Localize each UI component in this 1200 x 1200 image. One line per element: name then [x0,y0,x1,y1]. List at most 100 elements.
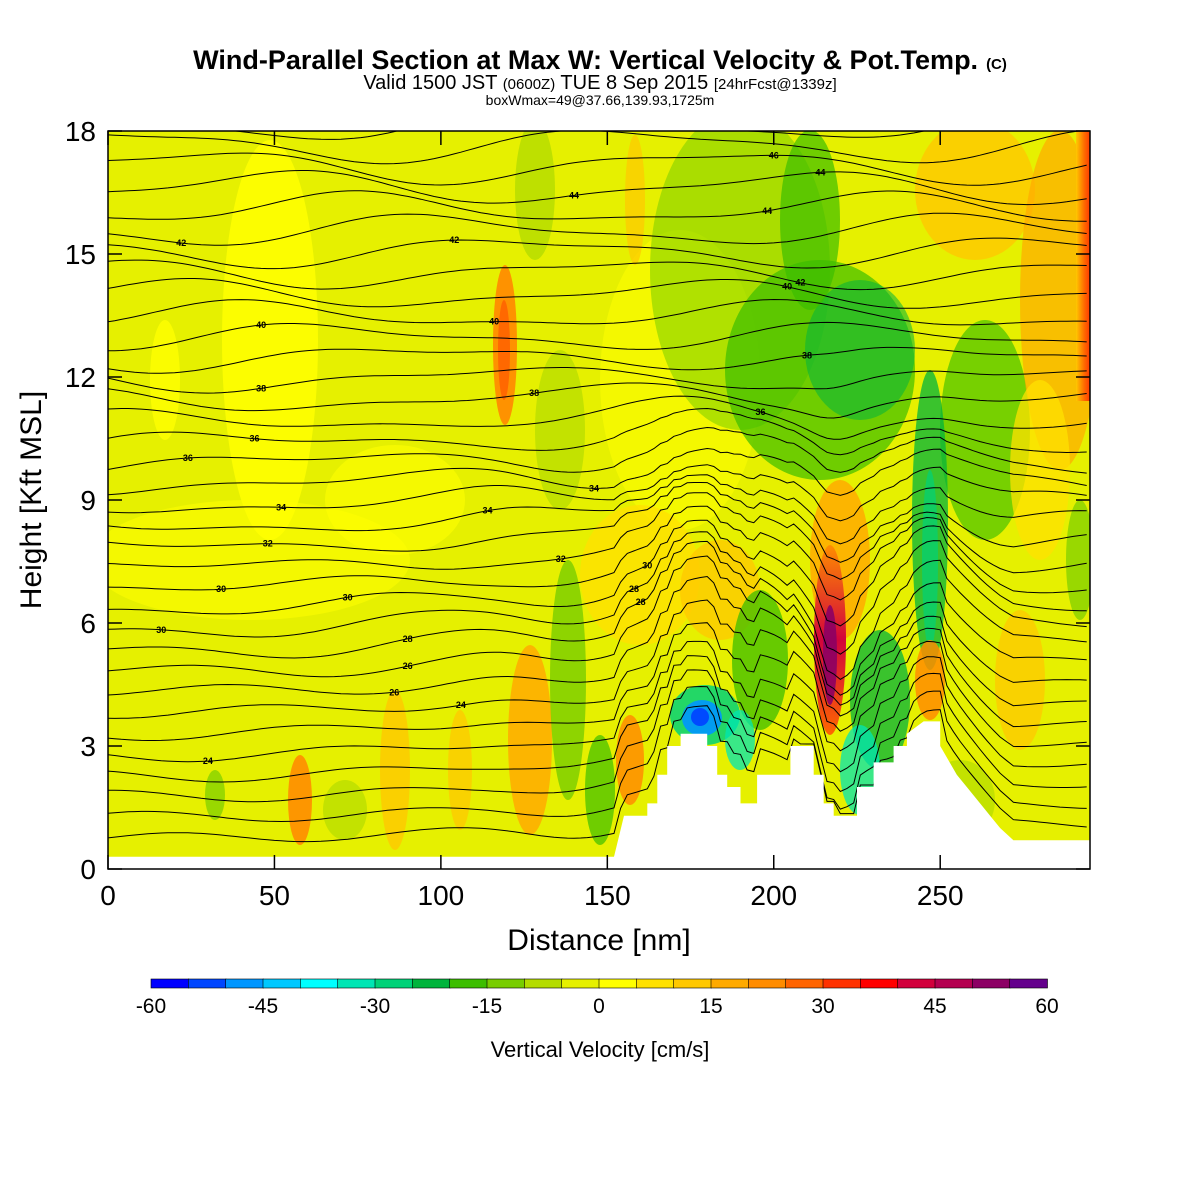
chart-info: boxWmax=49@37.66,139.93,1725m [486,92,715,108]
field-patch [205,770,225,820]
colorbar-tick-label: 0 [593,995,605,1018]
contour-label: 24 [203,756,213,766]
contour-label: 42 [176,238,186,248]
field-patch [585,735,615,845]
colorbar-swatch [860,978,899,989]
theta-contour [108,278,1087,309]
x-tick-label: 50 [259,880,290,911]
colorbar-swatch [225,978,264,989]
theta-contour [108,482,1087,563]
field-patch [323,780,367,840]
chart-subtitle: Valid 1500 JST (0600Z) TUE 8 Sep 2015 [2… [363,72,836,94]
x-tick-label: 150 [584,880,631,911]
colorbar-swatch [710,978,750,989]
field-patch [823,605,837,705]
theta-contour [108,555,1087,696]
theta-contour [108,131,1082,165]
theta-contour [108,519,1087,627]
y-axis-label: Height [Kft MSL] [15,391,48,609]
y-tick-label: 18 [65,116,96,147]
colorbar-swatch [188,978,227,989]
contour-label: 38 [256,383,266,393]
colorbar-swatch [449,978,488,989]
field-patch [732,590,788,730]
theta-contour [108,395,1087,440]
contour-label: 26 [403,661,413,671]
colorbar-swatch [300,978,339,989]
x-tick-label: 250 [917,880,964,911]
theta-contour [108,474,1087,545]
colorbar-tick-label: 30 [811,995,834,1018]
field-patch [498,300,510,400]
contour-label: 44 [569,190,579,200]
theta-contour [108,212,1087,246]
field-patch [325,445,465,555]
contour-label: 36 [249,434,259,444]
field-patch [380,690,410,850]
colorbar-tick-label: 45 [923,995,946,1018]
y-tick-label: 6 [80,608,96,639]
theta-contour [108,298,1087,326]
theta-contour [108,669,1087,803]
contour-label: 40 [489,317,499,327]
theta-contour [108,237,1087,270]
field-patch [805,280,915,420]
theta-contour [108,367,1087,394]
field-patch [448,710,472,830]
contour-label: 44 [762,206,772,216]
field-patch [535,350,585,510]
theta-contour [108,540,1087,681]
contour-label: 40 [782,282,792,292]
y-tick-label: 15 [65,239,96,270]
colorbar-swatch [673,978,712,989]
field-patch [288,755,312,845]
colorbar-tick-label: -60 [136,995,166,1018]
plot-area: 24 24 26 26 28 28 28 30 30 30 30 32 32 34 34 34 36 36 36 38… [108,131,1090,869]
y-axis: 0 36 9 12 15 18 [65,116,1090,885]
x-axis-label: Distance [nm] [507,924,690,957]
colorbar-swatch [897,978,936,989]
contour-label: 28 [629,584,639,594]
colorbar-tick-label: -30 [360,995,390,1018]
contour-label: 38 [802,350,812,360]
contour-label: 46 [769,150,779,160]
colorbar-swatch [636,978,675,989]
theta-contour [108,152,1087,186]
colorbar-swatch [785,978,824,989]
y-tick-label: 12 [65,362,96,393]
contour-label: 34 [482,506,492,516]
colorbar-tick-label: -45 [248,995,278,1018]
potential-temperature-contours [108,131,1087,843]
contour-label: 26 [389,687,399,697]
field-patch [915,131,1035,260]
contour-label: 34 [276,502,286,512]
contour-label: 30 [343,592,353,602]
contour-label: 28 [403,634,413,644]
theta-contour [108,259,1087,291]
field-patch [691,708,709,726]
theta-contour [108,382,1087,419]
theta-contour [108,464,1087,522]
field-patch [580,505,700,645]
theta-contour [108,190,1087,222]
y-tick-label: 0 [80,854,96,885]
field-patch [616,715,644,805]
contour-label: 30 [642,561,652,571]
theta-contour [108,705,1087,843]
colorbar-tick-label: 60 [1035,995,1058,1018]
contour-label: 44 [815,167,825,177]
theta-contour [108,655,1087,783]
theta-contour [108,407,1087,456]
contour-labels: 24 24 26 26 28 28 28 30 30 30 30 32 32 34 34 34 36 36 36 38… [156,150,825,766]
theta-contour [108,640,1087,763]
colorbar [150,978,1048,989]
y-tick-label: 9 [80,485,96,516]
contour-label: 42 [795,278,805,288]
contour-label: 32 [263,539,273,549]
contour-label: 32 [556,554,566,564]
contour-label: 30 [216,584,226,594]
field-patch [222,140,318,540]
field-patch [1076,131,1090,401]
colorbar-tick-label: 15 [699,995,722,1018]
